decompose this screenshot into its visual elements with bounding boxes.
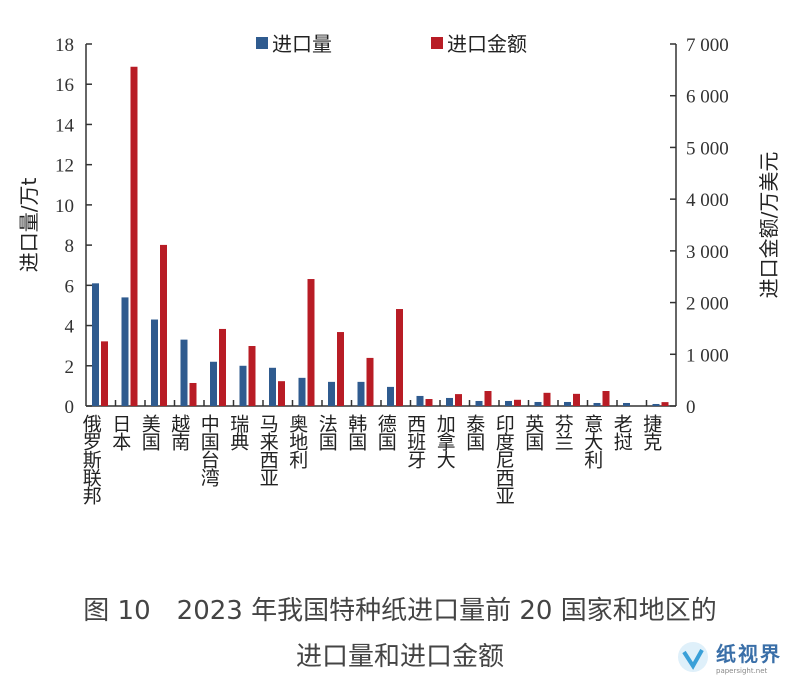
left-tick-label: 10: [55, 196, 74, 217]
watermark-sub: papersight.net: [716, 667, 768, 675]
category-label: 捷克: [640, 414, 662, 451]
bar-import-value: [307, 279, 315, 406]
bar-import-volume: [416, 395, 424, 406]
bar-import-volume: [357, 381, 365, 406]
bar-import-value: [573, 393, 580, 406]
category-label: 泰国: [463, 414, 485, 451]
category-label: 俄罗斯联邦: [80, 414, 102, 505]
category-label: 美国: [139, 414, 161, 451]
category-label: 瑞典: [227, 414, 249, 451]
bar-chart: 0 2 4 6 8 10 12 14 16 18 0 1 000 2 000 3 000 4 000 5 00…: [17, 32, 781, 505]
bar-import-volume: [652, 403, 660, 406]
left-tick-label: 2: [65, 357, 75, 378]
category-label: 意大利: [581, 414, 603, 469]
bar-import-volume: [92, 283, 99, 406]
bar-import-value: [219, 328, 226, 406]
bar-import-volume: [269, 367, 276, 406]
bar-import-value: [101, 341, 108, 406]
left-tick-label: 16: [55, 75, 74, 96]
figure-caption-line2: 进口量和进口金额: [295, 642, 504, 672]
left-tick-label: 14: [55, 115, 75, 136]
bar-import-volume: [534, 401, 542, 406]
category-label: 老挝: [611, 414, 633, 451]
bar-import-value: [484, 391, 492, 406]
logo-icon: [678, 641, 708, 672]
left-tick-label: 18: [55, 35, 74, 56]
bar-import-volume: [475, 400, 483, 406]
left-tick-label: 0: [65, 397, 75, 418]
bar-import-value: [543, 392, 551, 406]
bar-import-value: [455, 394, 462, 406]
category-label: 奥地利: [286, 414, 308, 469]
category-label: 越南: [168, 414, 190, 451]
watermark-logo: 纸视界 papersight.net: [676, 638, 782, 675]
bar-import-value: [278, 381, 285, 406]
bar-import-value: [396, 309, 403, 406]
bar-import-value: [661, 402, 669, 406]
right-tick-label: 7 000: [686, 35, 729, 56]
bar-import-value: [337, 332, 344, 406]
legend-label-import-value: 进口金额: [447, 32, 527, 56]
legend-swatch-import-volume: [256, 37, 268, 49]
bar-import-volume: [593, 402, 601, 406]
category-label: 加拿大: [434, 414, 456, 469]
bar-import-value: [160, 244, 167, 406]
category-label: 德国: [375, 414, 397, 451]
bar-import-value: [189, 382, 197, 406]
left-axis-title: 进口量/万t: [17, 178, 41, 273]
right-tick-label: 0: [686, 397, 696, 418]
bar-import-volume: [210, 361, 217, 406]
category-label: 法国: [316, 414, 338, 451]
right-tick-label: 6 000: [686, 87, 729, 108]
category-label: 韩国: [345, 414, 367, 451]
right-tick-label: 2 000: [686, 294, 729, 315]
bar-import-volume: [180, 339, 188, 406]
left-tick-label: 4: [65, 317, 75, 338]
category-label: 印度尼西亚: [493, 414, 515, 504]
figure-caption-line1: 图 10 2023 年我国特种纸进口量前 20 国家和地区的: [83, 596, 717, 626]
right-tick-label: 3 000: [686, 242, 729, 263]
legend-label-import-volume: 进口量: [272, 32, 332, 56]
right-tick-label: 1 000: [686, 345, 729, 366]
bar-import-volume: [446, 397, 453, 406]
bar-import-volume: [239, 365, 247, 406]
watermark-title: 纸视界: [716, 642, 782, 666]
category-label: 马来西亚: [257, 414, 279, 486]
bar-import-value: [425, 399, 433, 406]
bar-import-volume: [298, 377, 306, 406]
category-label: 芬兰: [552, 414, 574, 450]
bar-import-value: [514, 399, 521, 406]
bar-import-volume: [564, 401, 571, 406]
bar-import-value: [366, 357, 374, 406]
bar-import-value: [248, 346, 256, 406]
category-label: 西班牙: [404, 414, 426, 469]
bar-import-volume: [623, 402, 630, 406]
bar-import-volume: [505, 400, 512, 406]
category-label: 英国: [522, 414, 544, 451]
left-tick-label: 8: [65, 236, 75, 257]
left-tick-label: 12: [55, 156, 74, 177]
left-tick-label: 6: [65, 276, 75, 297]
bar-import-volume: [151, 319, 158, 406]
right-tick-label: 5 000: [686, 138, 729, 159]
legend-swatch-import-value: [431, 37, 443, 49]
bar-import-volume: [121, 297, 129, 406]
category-label: 日本: [109, 414, 131, 451]
bar-import-value: [130, 66, 138, 407]
bar-import-value: [602, 391, 610, 406]
bar-import-volume: [387, 386, 394, 406]
bar-import-volume: [328, 381, 335, 406]
category-label: 中国台湾: [198, 414, 220, 488]
right-axis-title: 进口金额/万美元: [757, 152, 781, 299]
right-tick-label: 4 000: [686, 190, 729, 211]
